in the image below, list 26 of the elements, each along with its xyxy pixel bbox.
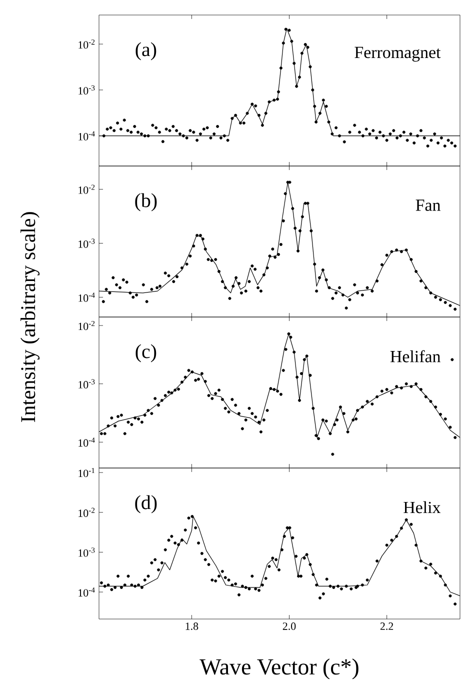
y-tick-label: 10$^{-4}$	[78, 587, 95, 597]
annotation: Helifan	[390, 350, 441, 362]
annotation: Helix	[404, 501, 441, 514]
y-tick-label: 10$^{-4}$	[78, 438, 95, 447]
annotation: (d)	[135, 495, 157, 514]
y-tick-label: 10$^{-3}$	[78, 238, 95, 248]
y-tick-label: 10$^{-3}$	[78, 379, 95, 388]
y-tick-label: 10$^{-3}$	[78, 548, 95, 557]
annotation: Ferromagnet	[354, 46, 441, 62]
y-tick-label: 10$^{-4}$	[78, 131, 95, 140]
y-tick-label: 10$^{-2}$	[78, 184, 95, 194]
y-tick-label: 10$^{-3}$	[78, 85, 95, 95]
annotation: (b)	[135, 193, 157, 212]
x-tick-label: 1.8	[186, 622, 198, 630]
annotation: (a)	[136, 42, 156, 60]
y-tick-label: 10$^{-2}$	[78, 320, 95, 330]
x-axis-title: Wave Vector (c*)	[200, 658, 358, 680]
annotation: (c)	[136, 344, 156, 362]
y-tick-label: 10$^{-2}$	[78, 508, 95, 517]
y-axis-title: Intensity (arbitrary scale)	[20, 212, 40, 422]
x-tick-label: 2.2	[380, 622, 394, 630]
x-tick-label: 2.0	[282, 622, 296, 630]
y-tick-label: 10$^{-2}$	[78, 39, 95, 49]
annotation: Fan	[416, 200, 440, 211]
y-tick-label: 10$^{-1}$	[78, 468, 95, 478]
y-tick-label: 10$^{-4}$	[78, 292, 95, 302]
